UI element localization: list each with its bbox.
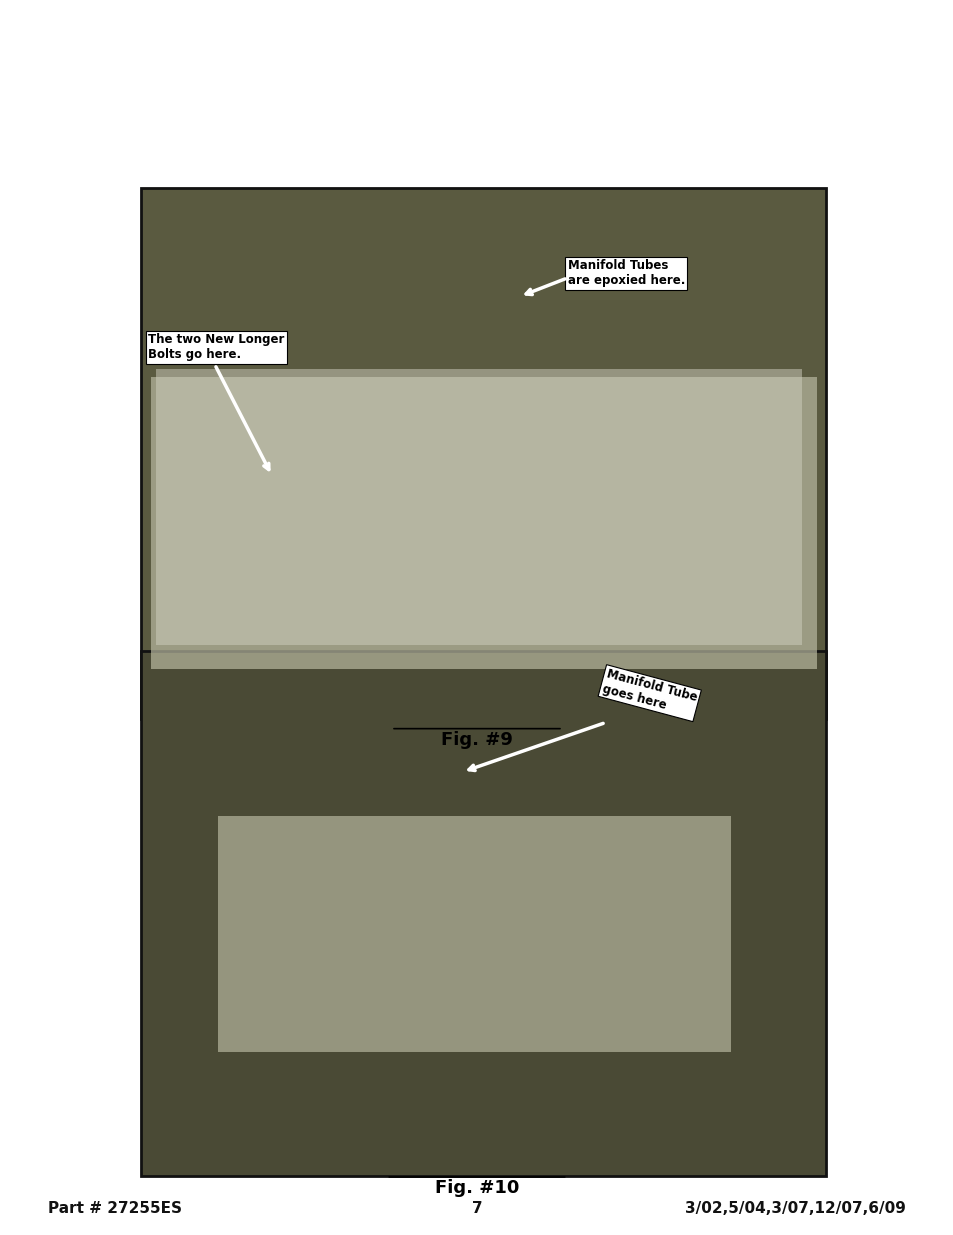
FancyBboxPatch shape: [217, 816, 730, 1052]
Text: Fig. #9: Fig. #9: [440, 731, 513, 750]
FancyBboxPatch shape: [141, 188, 825, 719]
Text: 7: 7: [471, 1202, 482, 1216]
FancyBboxPatch shape: [151, 378, 816, 669]
Text: Part # 27255ES: Part # 27255ES: [48, 1202, 181, 1216]
Text: Manifold Tubes
are epoxied here.: Manifold Tubes are epoxied here.: [567, 259, 684, 288]
Text: Fig. #10: Fig. #10: [435, 1179, 518, 1198]
FancyBboxPatch shape: [155, 368, 801, 645]
Text: 3/02,5/04,3/07,12/07,6/09: 3/02,5/04,3/07,12/07,6/09: [684, 1202, 905, 1216]
Text: The two New Longer
Bolts go here.: The two New Longer Bolts go here.: [148, 333, 284, 362]
Text: Manifold Tube
goes here: Manifold Tube goes here: [600, 668, 698, 719]
FancyBboxPatch shape: [141, 651, 825, 1176]
